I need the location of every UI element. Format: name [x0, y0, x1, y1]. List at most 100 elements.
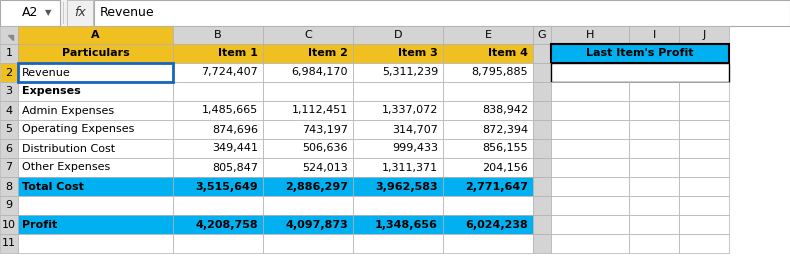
Text: 805,847: 805,847: [212, 163, 258, 173]
Bar: [533, 196, 551, 215]
Text: 349,441: 349,441: [212, 144, 258, 154]
Bar: [551, 196, 629, 215]
Text: Particulars: Particulars: [62, 48, 130, 59]
Bar: [18, 196, 173, 215]
Text: Profit: Profit: [22, 219, 57, 229]
Bar: [629, 196, 679, 215]
Text: C: C: [304, 30, 312, 40]
Text: Other Expenses: Other Expenses: [22, 163, 111, 173]
Text: A: A: [91, 30, 100, 40]
Text: D: D: [393, 30, 402, 40]
Bar: [0, 101, 18, 120]
Bar: [679, 158, 729, 177]
Bar: [551, 234, 629, 253]
Bar: [443, 139, 533, 158]
Text: ▼: ▼: [45, 8, 51, 17]
Bar: [533, 177, 551, 196]
Bar: [0, 120, 18, 139]
Text: 204,156: 204,156: [482, 163, 528, 173]
Bar: [679, 120, 729, 139]
Text: 1,311,371: 1,311,371: [382, 163, 438, 173]
Bar: [173, 196, 263, 215]
Bar: [629, 120, 679, 139]
Bar: [533, 82, 551, 101]
Text: 2: 2: [6, 68, 13, 78]
Bar: [551, 101, 629, 120]
Text: 524,013: 524,013: [303, 163, 348, 173]
Bar: [353, 177, 443, 196]
Bar: [18, 215, 173, 234]
Text: Operating Expenses: Operating Expenses: [22, 124, 134, 134]
Bar: [263, 44, 353, 63]
Bar: [679, 215, 729, 234]
Bar: [18, 177, 173, 196]
Bar: [443, 196, 533, 215]
Text: Item 3: Item 3: [398, 48, 438, 59]
Text: Item 1: Item 1: [218, 48, 258, 59]
Bar: [173, 101, 263, 120]
Text: J: J: [702, 30, 705, 40]
Bar: [18, 234, 173, 253]
Bar: [263, 63, 353, 82]
Text: 2,886,297: 2,886,297: [285, 182, 348, 191]
Text: 6,984,170: 6,984,170: [292, 68, 348, 78]
Bar: [353, 63, 443, 82]
Bar: [533, 44, 551, 63]
Text: Admin Expenses: Admin Expenses: [22, 105, 114, 115]
Text: Total Cost: Total Cost: [22, 182, 84, 191]
Text: Last Item's Profit: Last Item's Profit: [586, 48, 694, 59]
Bar: [443, 215, 533, 234]
Bar: [0, 234, 18, 253]
Bar: [353, 26, 443, 44]
Bar: [0, 177, 18, 196]
Bar: [629, 26, 679, 44]
Text: 1,337,072: 1,337,072: [382, 105, 438, 115]
Bar: [353, 120, 443, 139]
Text: 872,394: 872,394: [482, 124, 528, 134]
Bar: [0, 63, 18, 82]
Bar: [533, 215, 551, 234]
Bar: [551, 139, 629, 158]
Bar: [551, 215, 629, 234]
Text: 8: 8: [6, 182, 13, 191]
Bar: [353, 44, 443, 63]
Text: 6,024,238: 6,024,238: [465, 219, 528, 229]
Bar: [353, 234, 443, 253]
Bar: [551, 44, 729, 63]
Bar: [679, 82, 729, 101]
Text: Expenses: Expenses: [22, 87, 81, 97]
Bar: [443, 234, 533, 253]
Bar: [263, 26, 353, 44]
Text: 2,771,647: 2,771,647: [465, 182, 528, 191]
Bar: [263, 158, 353, 177]
Text: 506,636: 506,636: [303, 144, 348, 154]
Text: 5,311,239: 5,311,239: [382, 68, 438, 78]
Text: 856,155: 856,155: [483, 144, 528, 154]
Text: 743,197: 743,197: [302, 124, 348, 134]
Bar: [173, 215, 263, 234]
Bar: [263, 101, 353, 120]
Text: A2: A2: [22, 6, 38, 19]
Text: B: B: [214, 30, 222, 40]
Text: 10: 10: [2, 219, 16, 229]
Bar: [0, 196, 18, 215]
Text: 4,208,758: 4,208,758: [195, 219, 258, 229]
Text: 6: 6: [6, 144, 13, 154]
Text: 3,515,649: 3,515,649: [195, 182, 258, 191]
Text: 1,348,656: 1,348,656: [375, 219, 438, 229]
Bar: [0, 26, 18, 44]
Bar: [533, 120, 551, 139]
Bar: [353, 215, 443, 234]
Bar: [0, 44, 18, 63]
Bar: [0, 139, 18, 158]
Bar: [18, 44, 173, 63]
Bar: [353, 82, 443, 101]
Bar: [629, 101, 679, 120]
Bar: [533, 63, 551, 82]
Bar: [533, 101, 551, 120]
Bar: [353, 158, 443, 177]
Bar: [629, 234, 679, 253]
Bar: [353, 139, 443, 158]
Bar: [173, 234, 263, 253]
Bar: [533, 158, 551, 177]
